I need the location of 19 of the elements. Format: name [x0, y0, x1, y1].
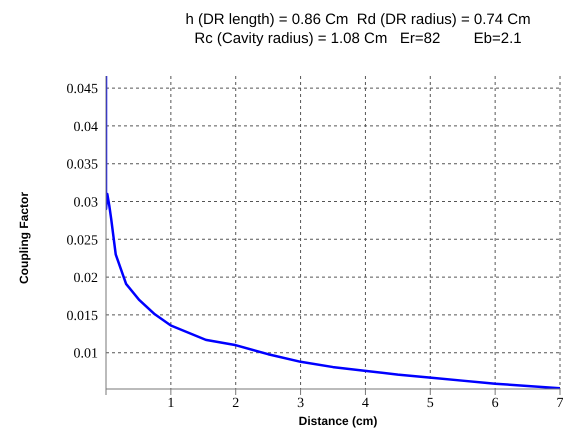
y-tick-label: 0.03 — [74, 195, 98, 210]
y-tick-label: 0.045 — [66, 82, 98, 98]
x-tick-label: 6 — [492, 396, 499, 411]
y-tick-label: 0.04 — [74, 120, 98, 135]
chart-title: h (DR length) = 0.86 Cm Rd (DR radius) = 0.74 Cm — [184, 10, 532, 29]
y-tick-label: 0.015 — [66, 308, 98, 324]
x-tick-label: 3 — [297, 396, 304, 411]
x-tick-label: 1 — [167, 396, 174, 411]
y-tick-label: 0.025 — [66, 233, 98, 248]
x-tick-label: 7 — [556, 396, 563, 411]
x-tick-label: 4 — [362, 396, 369, 411]
x-tick-label: 5 — [426, 396, 434, 411]
y-tick-label: 0.02 — [74, 271, 98, 286]
y-tick-label: 0.01 — [74, 346, 98, 362]
chart-subtitle: Rc (Cavity radius) = 1.08 Cm Er=82 Eb=2.1 — [193, 29, 523, 48]
x-tick-label: 2 — [232, 396, 240, 411]
y-axis-title: Coupling Factor — [17, 192, 31, 284]
x-axis-title: Distance (cm) — [298, 414, 378, 428]
y-tick-label: 0.035 — [66, 158, 98, 173]
